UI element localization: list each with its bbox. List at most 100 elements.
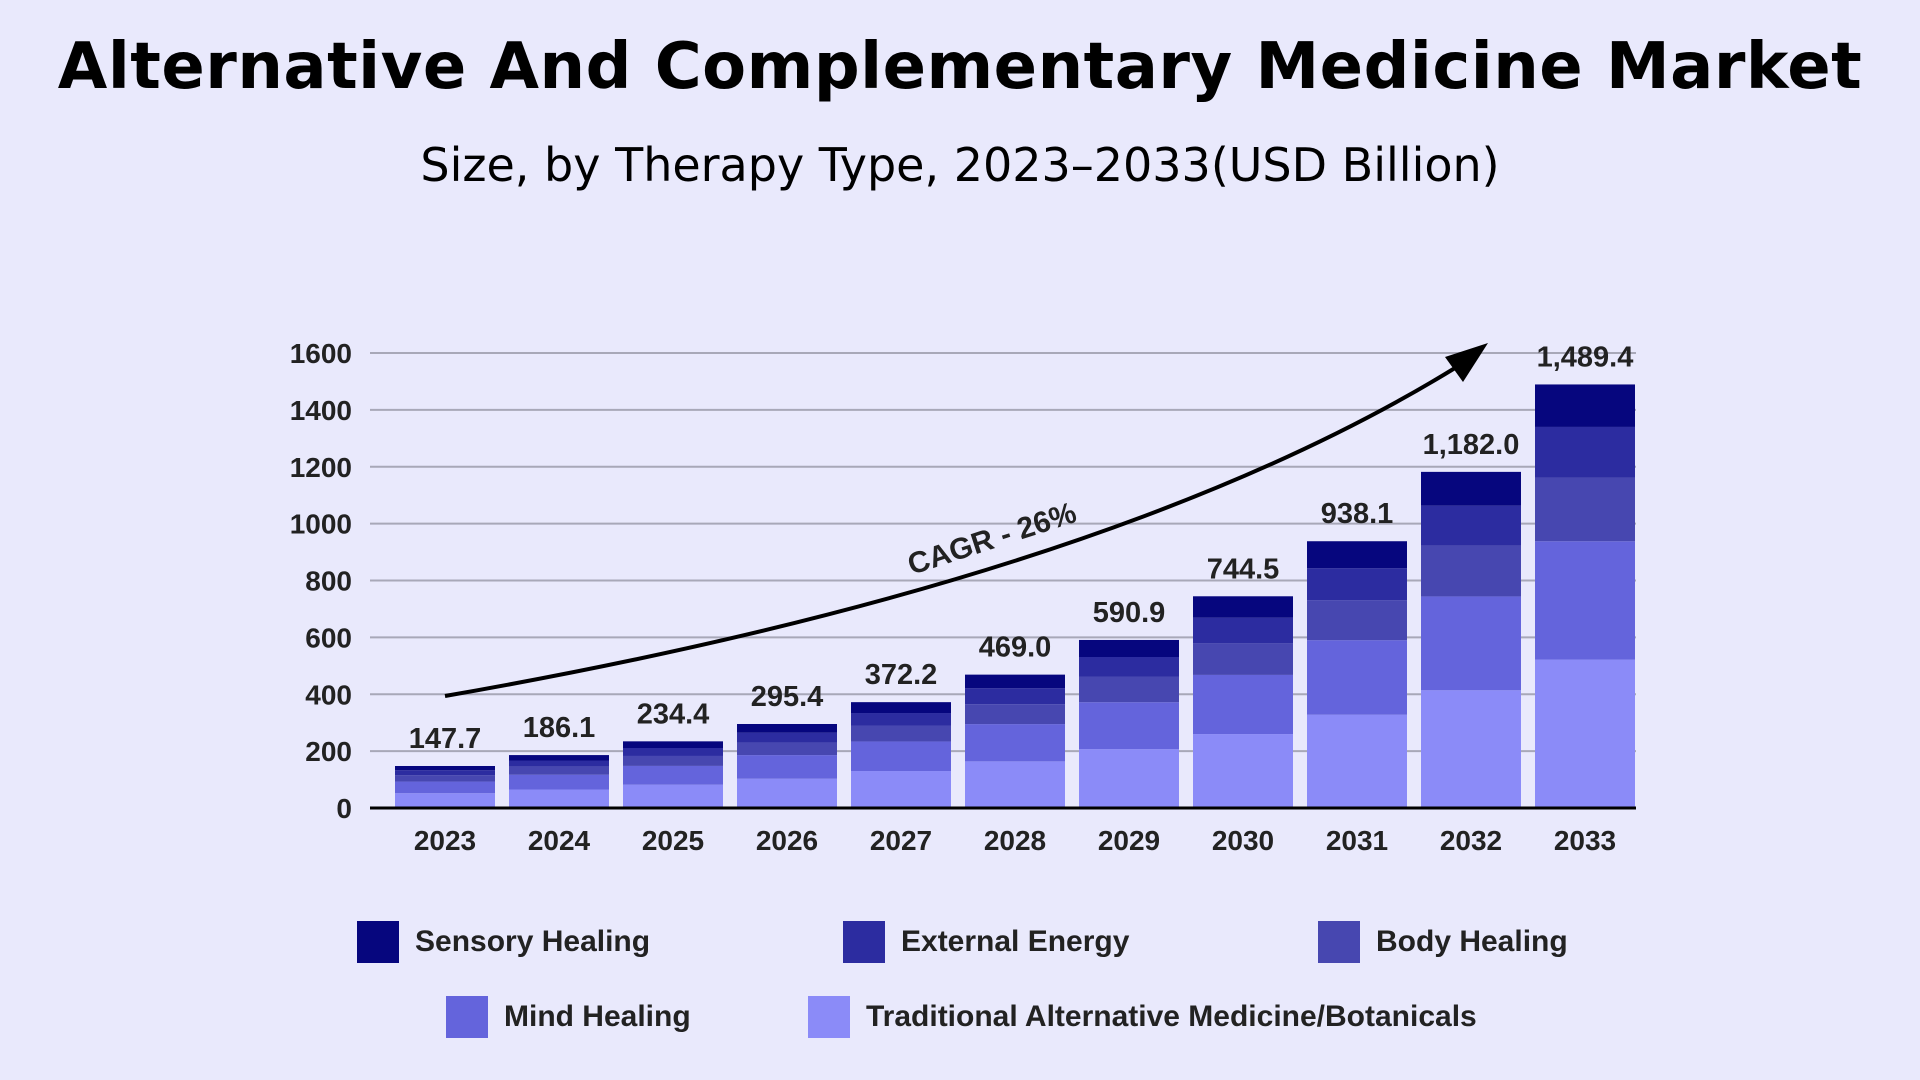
bar-segment-traditional-alternative-medicine-botanicals-2023 bbox=[395, 793, 495, 808]
legend-label: Traditional Alternative Medicine/Botanic… bbox=[866, 1000, 1477, 1033]
bar-segment-external-energy-2032 bbox=[1421, 505, 1521, 546]
bar-segment-external-energy-2025 bbox=[623, 747, 723, 756]
legend-item: External Energy bbox=[843, 920, 1129, 964]
legend-label: Mind Healing bbox=[504, 1000, 691, 1033]
bar-segment-mind-healing-2024 bbox=[509, 774, 609, 790]
bar-segment-external-energy-2029 bbox=[1079, 656, 1179, 677]
x-tick-label: 2029 bbox=[1098, 825, 1160, 856]
bar-segment-sensory-healing-2032 bbox=[1421, 471, 1521, 506]
legend-label: Body Healing bbox=[1376, 925, 1568, 958]
bar-total-label: 147.7 bbox=[409, 723, 482, 755]
x-tick-label: 2023 bbox=[414, 825, 476, 856]
bar-segment-mind-healing-2032 bbox=[1421, 596, 1521, 691]
bar-segment-mind-healing-2028 bbox=[965, 724, 1065, 762]
y-tick-label: 1400 bbox=[290, 395, 352, 426]
bar-segment-sensory-healing-2026 bbox=[737, 723, 837, 733]
bar-segment-external-energy-2023 bbox=[395, 770, 495, 776]
y-tick-label: 600 bbox=[305, 622, 352, 653]
legend-item: Body Healing bbox=[1318, 920, 1568, 964]
bar-segment-traditional-alternative-medicine-botanicals-2027 bbox=[851, 771, 951, 808]
bar-segment-body-healing-2032 bbox=[1421, 545, 1521, 597]
bar-segment-sensory-healing-2029 bbox=[1079, 639, 1179, 657]
bar-segment-traditional-alternative-medicine-botanicals-2028 bbox=[965, 761, 1065, 808]
bar-segment-mind-healing-2026 bbox=[737, 755, 837, 779]
bar-total-label: 590.9 bbox=[1093, 597, 1166, 629]
bar-segment-external-energy-2024 bbox=[509, 760, 609, 767]
y-tick-label: 800 bbox=[305, 566, 352, 597]
bar-segment-external-energy-2030 bbox=[1193, 617, 1293, 644]
bar-segment-sensory-healing-2030 bbox=[1193, 596, 1293, 618]
x-tick-label: 2024 bbox=[528, 825, 591, 856]
bar-segment-mind-healing-2023 bbox=[395, 781, 495, 794]
bar-segment-body-healing-2026 bbox=[737, 742, 837, 756]
bar-segment-external-energy-2031 bbox=[1307, 568, 1407, 601]
bar-segment-traditional-alternative-medicine-botanicals-2024 bbox=[509, 789, 609, 808]
bar-segment-body-healing-2033 bbox=[1535, 477, 1635, 542]
bar-segment-sensory-healing-2027 bbox=[851, 702, 951, 714]
bar-segment-body-healing-2030 bbox=[1193, 643, 1293, 675]
legend-item: Mind Healing bbox=[446, 995, 691, 1039]
bar-segment-external-energy-2026 bbox=[737, 732, 837, 743]
bar-total-label: 744.5 bbox=[1207, 553, 1280, 585]
bar-segment-body-healing-2027 bbox=[851, 725, 951, 742]
bar-segment-traditional-alternative-medicine-botanicals-2030 bbox=[1193, 734, 1293, 808]
bar-total-label: 295.4 bbox=[751, 681, 824, 713]
bar-total-label: 1,182.0 bbox=[1423, 429, 1520, 461]
legend-label: External Energy bbox=[901, 925, 1130, 958]
chart-subtitle: Size, by Therapy Type, 2023–2033(USD Bil… bbox=[420, 138, 1500, 192]
bar-segment-mind-healing-2029 bbox=[1079, 702, 1179, 750]
legend-swatch bbox=[843, 921, 885, 963]
bar-segment-external-energy-2028 bbox=[965, 688, 1065, 705]
y-tick-label: 1200 bbox=[290, 452, 352, 483]
bar-segment-sensory-healing-2023 bbox=[395, 765, 495, 771]
bar-segment-traditional-alternative-medicine-botanicals-2026 bbox=[737, 778, 837, 808]
bar-segment-body-healing-2029 bbox=[1079, 676, 1179, 703]
bar-segment-external-energy-2033 bbox=[1535, 426, 1635, 478]
bar-segment-mind-healing-2025 bbox=[623, 765, 723, 785]
x-tick-label: 2026 bbox=[756, 825, 818, 856]
bar-total-label: 1,489.4 bbox=[1537, 341, 1634, 373]
cagr-arrow bbox=[444, 366, 1457, 698]
legend-swatch bbox=[1318, 921, 1360, 963]
bar-segment-traditional-alternative-medicine-botanicals-2033 bbox=[1535, 659, 1635, 808]
chart-title: Alternative And Complementary Medicine M… bbox=[57, 30, 1863, 104]
bar-segment-body-healing-2031 bbox=[1307, 600, 1407, 641]
bar-total-label: 234.4 bbox=[637, 698, 710, 730]
bar-total-label: 469.0 bbox=[979, 632, 1052, 664]
x-tick-label: 2030 bbox=[1212, 825, 1274, 856]
y-tick-label: 1600 bbox=[290, 338, 352, 369]
legend-swatch bbox=[357, 921, 399, 963]
x-tick-label: 2027 bbox=[870, 825, 932, 856]
legend-swatch bbox=[808, 996, 850, 1038]
bar-segment-body-healing-2024 bbox=[509, 766, 609, 775]
bar-segment-sensory-healing-2025 bbox=[623, 741, 723, 748]
cagr-arrow-head bbox=[1445, 343, 1488, 382]
legend-swatch bbox=[446, 996, 488, 1038]
x-tick-label: 2032 bbox=[1440, 825, 1502, 856]
y-tick-label: 1000 bbox=[290, 509, 352, 540]
bar-segment-body-healing-2025 bbox=[623, 755, 723, 766]
bar-segment-body-healing-2023 bbox=[395, 775, 495, 782]
x-tick-label: 2025 bbox=[642, 825, 704, 856]
legend-item: Traditional Alternative Medicine/Botanic… bbox=[808, 995, 1477, 1039]
bar-segment-mind-healing-2033 bbox=[1535, 541, 1635, 660]
bar-segment-sensory-healing-2031 bbox=[1307, 541, 1407, 569]
legend-item: Sensory Healing bbox=[357, 920, 650, 964]
bar-segment-sensory-healing-2028 bbox=[965, 674, 1065, 689]
bar-total-label: 938.1 bbox=[1321, 498, 1394, 530]
x-tick-label: 2028 bbox=[984, 825, 1046, 856]
bar-segment-body-healing-2028 bbox=[965, 704, 1065, 725]
bar-total-label: 372.2 bbox=[865, 659, 938, 691]
y-tick-label: 0 bbox=[336, 793, 352, 824]
legend-label: Sensory Healing bbox=[415, 925, 651, 958]
y-tick-label: 400 bbox=[305, 679, 352, 710]
bar-total-label: 186.1 bbox=[523, 712, 596, 744]
bar-segment-sensory-healing-2024 bbox=[509, 755, 609, 761]
bar-segment-external-energy-2027 bbox=[851, 713, 951, 726]
bar-segment-mind-healing-2027 bbox=[851, 741, 951, 772]
bar-segment-sensory-healing-2033 bbox=[1535, 384, 1635, 427]
x-tick-label: 2033 bbox=[1554, 825, 1616, 856]
bar-segment-traditional-alternative-medicine-botanicals-2032 bbox=[1421, 690, 1521, 808]
